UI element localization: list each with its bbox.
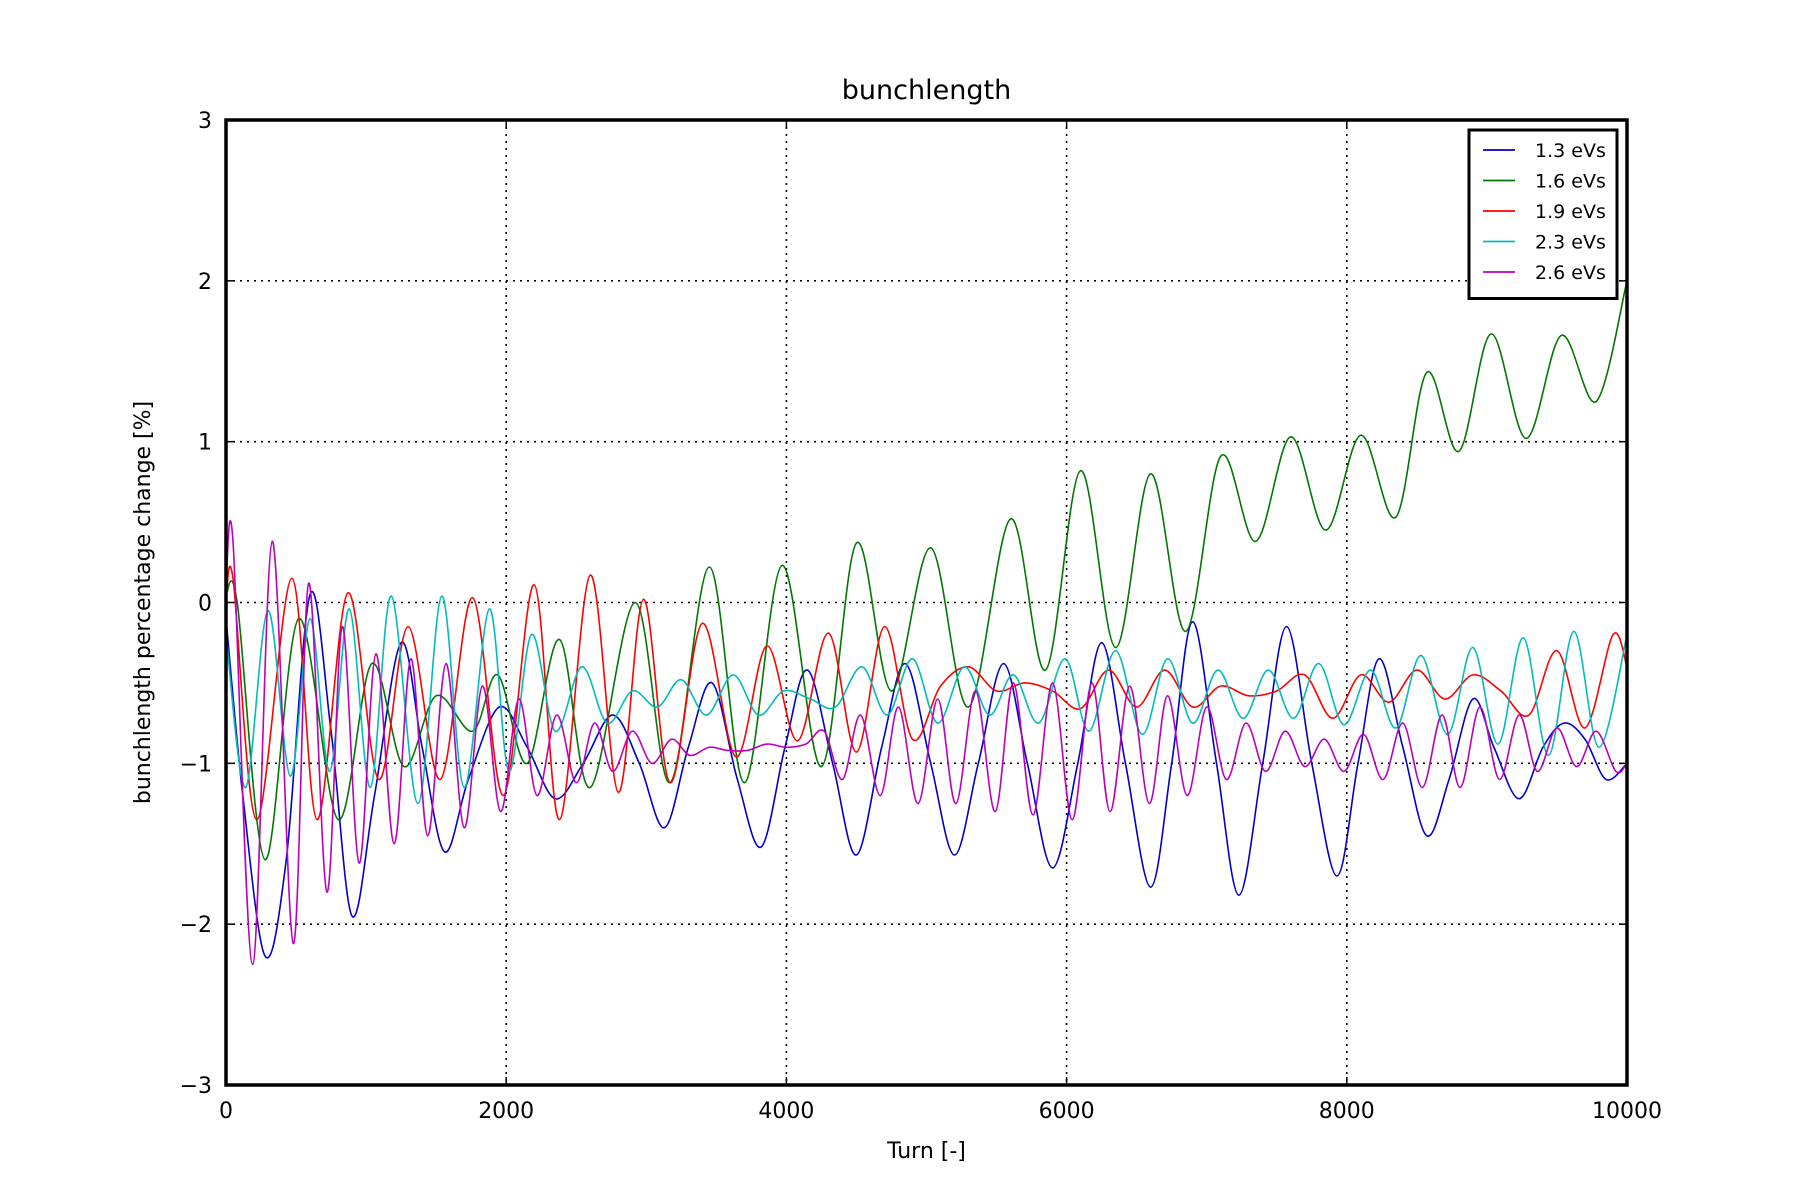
chart-title: bunchlength — [842, 75, 1011, 106]
x-tick-label: 8000 — [1319, 1099, 1375, 1124]
y-tick-label: 2 — [198, 270, 212, 295]
series-group — [226, 280, 1627, 966]
y-tick-label: −2 — [180, 913, 212, 938]
x-tick-label: 6000 — [1039, 1099, 1095, 1124]
x-tick-label: 4000 — [758, 1099, 814, 1124]
legend-label-4: 2.6 eVs — [1535, 262, 1606, 284]
axis-ticks: 0 2000 4000 6000 8000 10000 −3 −2 −1 0 1 2 3 — [180, 109, 1662, 1124]
y-tick-label: −3 — [180, 1074, 212, 1099]
legend-box — [1467, 128, 1619, 300]
y-tick-label: 0 — [198, 592, 212, 617]
y-tick-label: 3 — [198, 109, 212, 134]
x-axis-label: Turn [-] — [886, 1139, 966, 1164]
series-line-0 — [226, 590, 1627, 959]
y-tick-label: −1 — [180, 752, 212, 777]
legend-label-3: 2.3 eVs — [1535, 232, 1606, 254]
legend-label-1: 1.6 eVs — [1535, 171, 1606, 193]
series-line-4 — [226, 520, 1627, 966]
x-tick-label: 10000 — [1592, 1099, 1662, 1124]
y-tick-label: 1 — [198, 431, 212, 456]
series-line-3 — [226, 595, 1627, 805]
series-line-2 — [226, 565, 1627, 821]
legend-label-0: 1.3 eVs — [1535, 140, 1606, 162]
x-tick-label: 2000 — [478, 1099, 534, 1124]
x-tick-label: 0 — [219, 1099, 233, 1124]
legend: 1.3 eVs 1.6 eVs 1.9 eVs 2.3 eVs 2.6 eVs — [1467, 128, 1619, 300]
y-axis-label: bunchlength percentage change [%] — [131, 401, 156, 804]
legend-label-2: 1.9 eVs — [1535, 201, 1606, 223]
series-line-1 — [226, 280, 1627, 861]
